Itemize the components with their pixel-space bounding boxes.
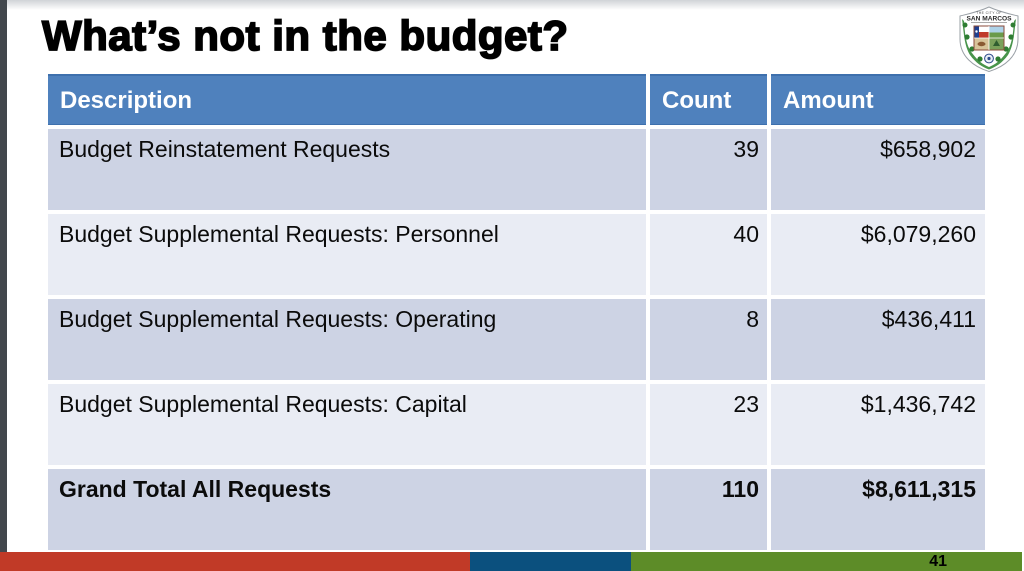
page-title: What’s not in the budget? (41, 11, 569, 60)
table-row: Budget Supplemental Requests: Personnel … (48, 214, 985, 295)
table-row: Budget Reinstatement Requests 39 $658,90… (48, 129, 985, 210)
row-amount: $658,902 (771, 129, 985, 210)
row-count: 8 (650, 299, 767, 380)
seal-text-top: THE CITY OF (976, 11, 1001, 15)
row-description: Budget Supplemental Requests: Capital (48, 384, 646, 465)
row-description: Budget Reinstatement Requests (48, 129, 646, 210)
row-count: 110 (650, 469, 767, 550)
row-count: 40 (650, 214, 767, 295)
row-amount: $6,079,260 (771, 214, 985, 295)
row-count: 23 (650, 384, 767, 465)
footer-bar (0, 552, 1024, 571)
city-seal-icon: THE CITY OF SAN MARCOS (959, 6, 1019, 73)
table-row-grand-total: Grand Total All Requests 110 $8,611,315 (48, 469, 985, 550)
column-header-description: Description (48, 74, 646, 125)
footer-blue-segment (470, 552, 631, 571)
column-header-amount: Amount (771, 74, 985, 125)
row-description: Grand Total All Requests (48, 469, 646, 550)
row-amount: $436,411 (771, 299, 985, 380)
table-header-row: Description Count Amount (48, 74, 985, 125)
footer-red-segment (0, 552, 470, 571)
row-amount: $8,611,315 (771, 469, 985, 550)
left-edge-strip (0, 0, 7, 552)
column-header-count: Count (650, 74, 767, 125)
row-description: Budget Supplemental Requests: Personnel (48, 214, 646, 295)
city-seal-logo: THE CITY OF SAN MARCOS (956, 5, 1022, 73)
top-edge-shadow (0, 0, 1024, 10)
page-number: 41 (929, 553, 947, 570)
seal-quartered-shield (973, 25, 1005, 51)
footer-right-edge (1022, 552, 1024, 571)
table-row: Budget Supplemental Requests: Capital 23… (48, 384, 985, 465)
row-description: Budget Supplemental Requests: Operating (48, 299, 646, 380)
budget-table: Description Count Amount Budget Reinstat… (48, 74, 985, 550)
seal-text-main: SAN MARCOS (966, 16, 1012, 23)
row-count: 39 (650, 129, 767, 210)
table-row: Budget Supplemental Requests: Operating … (48, 299, 985, 380)
footer-green-segment (631, 552, 1022, 571)
row-amount: $1,436,742 (771, 384, 985, 465)
